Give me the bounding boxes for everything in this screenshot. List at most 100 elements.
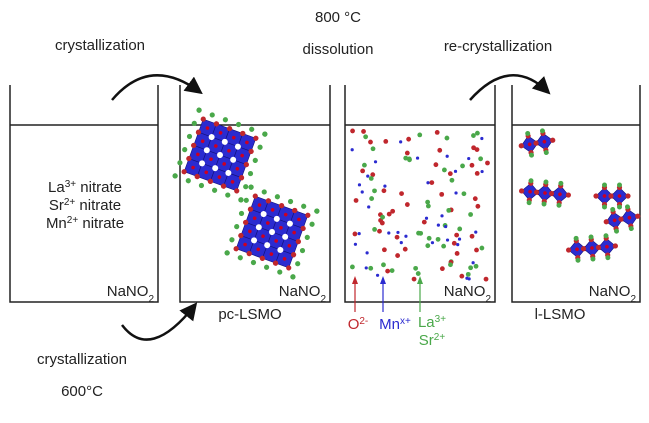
a-site [558, 180, 564, 186]
species-label: Mnx+ [379, 316, 411, 334]
ion-dot [387, 231, 391, 235]
a-site [309, 221, 315, 227]
ion-dot [457, 237, 462, 241]
a-site [277, 269, 283, 275]
metal [243, 242, 247, 247]
oxygen [580, 246, 587, 252]
step-label-part: crystallization [37, 351, 127, 368]
ion-dot [444, 224, 448, 229]
step-label-part: crystallization [55, 37, 145, 54]
oxygen [243, 219, 249, 226]
metal [287, 243, 292, 248]
ion-dot [368, 265, 374, 271]
metal [602, 194, 607, 198]
ion-dot [389, 268, 395, 273]
precursor-label-part: Sr [49, 197, 64, 214]
oxygen [286, 265, 292, 271]
a-site [543, 150, 549, 156]
metal [256, 247, 261, 252]
salt-label: NaNO2 [444, 283, 492, 305]
beaker [344, 85, 496, 303]
oxygen [625, 193, 631, 199]
a-site [614, 228, 620, 234]
unit [595, 235, 618, 258]
oxygen [290, 252, 297, 258]
oxygen [608, 193, 614, 199]
step-label: crystallization [37, 351, 127, 368]
ion-dot [396, 230, 400, 235]
salt-label: NaNO2 [589, 283, 637, 305]
a-site [235, 121, 242, 128]
product-label: pc-LSMO [218, 306, 281, 323]
ion-dot [394, 234, 400, 240]
ion-dot [425, 243, 431, 249]
oxygen [548, 190, 555, 197]
metal [612, 218, 617, 223]
precursor-label-part: nitrate [75, 197, 121, 214]
temperature-label: 600°C [61, 383, 103, 400]
metal [543, 191, 547, 195]
ion-dot [467, 156, 471, 161]
arrow [469, 74, 551, 101]
a-site [602, 204, 607, 210]
ion-dot [353, 242, 358, 246]
a-site [209, 112, 215, 118]
ion-dot [402, 246, 408, 252]
oxygen [191, 142, 197, 149]
temperature-label-part: 600°C [61, 383, 103, 400]
oxygen [272, 260, 279, 266]
a-site [525, 130, 531, 136]
ion-dot [411, 276, 417, 282]
metal [217, 175, 222, 179]
oxygen [518, 143, 524, 149]
ion-dot [474, 170, 480, 176]
ion-dot [368, 139, 373, 145]
pore [264, 242, 271, 249]
ion-dot [451, 240, 457, 246]
oxygen [533, 189, 540, 195]
ion-arrowhead [352, 276, 358, 284]
a-site [575, 257, 581, 263]
a-site [224, 250, 230, 256]
ion-dot [424, 216, 429, 220]
layered-crystal [518, 128, 556, 158]
product-label-part: l-LSMO [535, 306, 586, 323]
metal [248, 229, 252, 234]
ion-dot [449, 177, 455, 183]
precursor-label-part: 2+ [67, 215, 79, 226]
pore [251, 237, 258, 244]
metal [270, 208, 275, 212]
ion-dot [361, 129, 366, 134]
a-site [248, 184, 254, 190]
ion-dot [456, 242, 460, 247]
a-site [222, 117, 228, 123]
unit [533, 130, 556, 153]
ion-dot [381, 247, 387, 253]
oxygen [593, 193, 599, 199]
pore [273, 215, 280, 222]
metal [627, 215, 632, 220]
species-label: O2- [348, 316, 369, 334]
oxygen [259, 255, 266, 261]
unit [608, 184, 631, 208]
pore [277, 246, 284, 253]
ion-dot [448, 262, 453, 268]
salt-label-part: NaNO [589, 283, 631, 300]
decoration [172, 107, 641, 312]
oxygen [305, 212, 311, 218]
step-label-part: dissolution [303, 41, 374, 58]
a-site [262, 131, 268, 137]
ion-dot [439, 191, 445, 197]
precursor-label-part: 3+ [65, 179, 77, 190]
a-site [243, 184, 249, 190]
a-site [605, 255, 611, 261]
ion-arrowhead [417, 276, 423, 284]
a-site [556, 202, 562, 208]
metal [269, 252, 274, 256]
a-site [628, 226, 634, 232]
ion-dot [441, 167, 447, 173]
oxygen [247, 206, 254, 212]
metal [245, 140, 249, 145]
arrow [111, 74, 203, 101]
oxygen [295, 238, 301, 245]
